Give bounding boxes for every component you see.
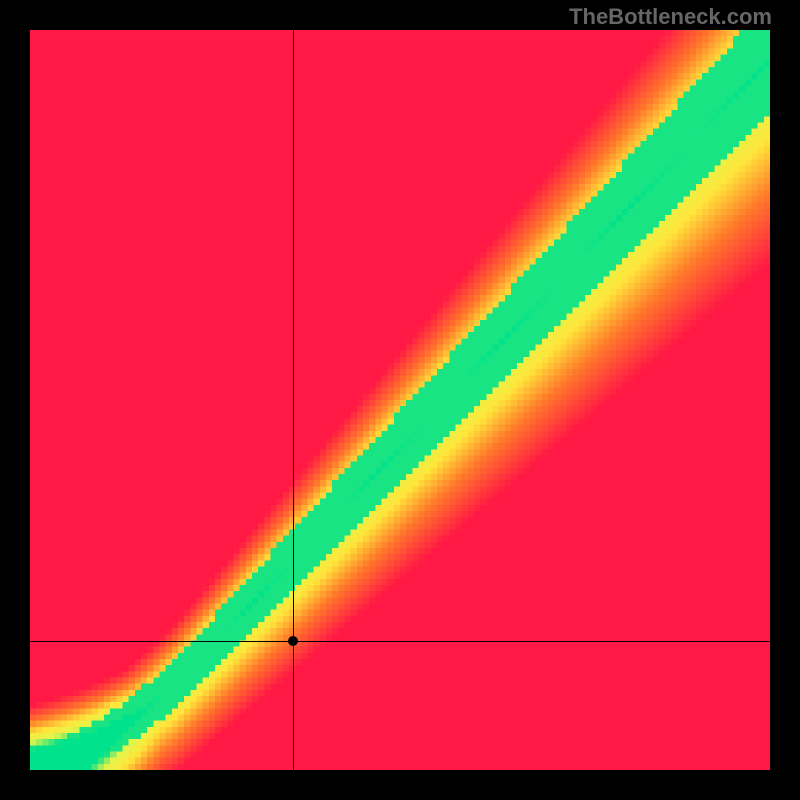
- watermark-text: TheBottleneck.com: [569, 4, 772, 30]
- heatmap-canvas: [30, 30, 770, 770]
- crosshair-horizontal: [30, 641, 770, 642]
- crosshair-vertical: [293, 30, 294, 770]
- heatmap-plot: [30, 30, 770, 770]
- marker-dot: [288, 636, 298, 646]
